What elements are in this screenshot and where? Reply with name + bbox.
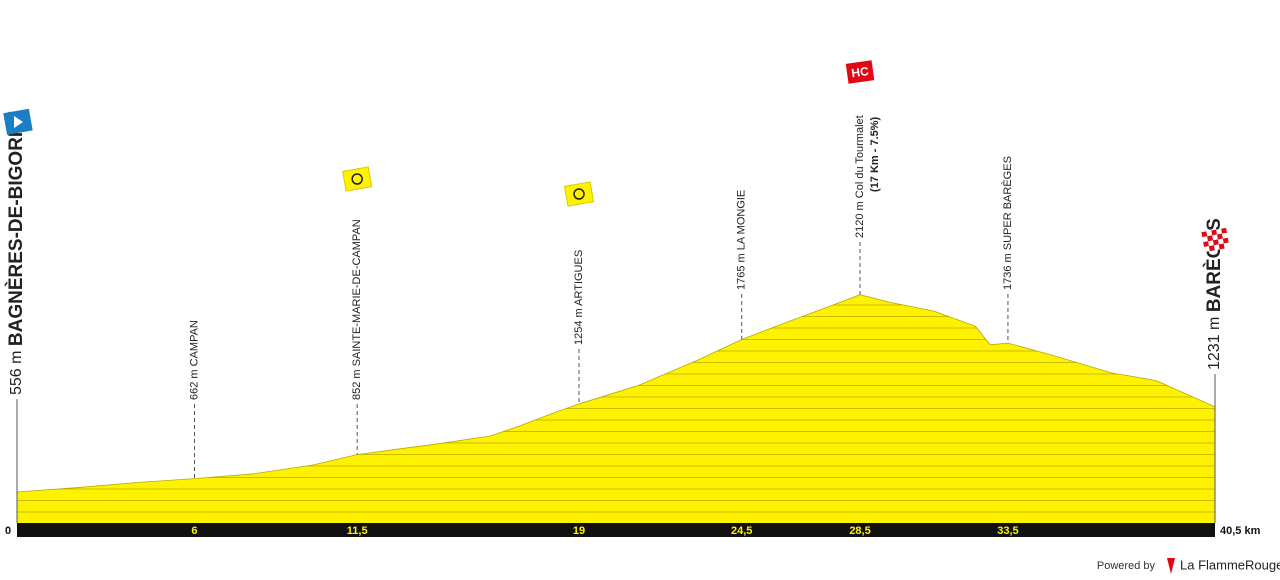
finish-square xyxy=(1206,230,1213,237)
finish-square xyxy=(1204,246,1210,252)
poi-name: Col du Tourmalet xyxy=(854,115,866,198)
finish-square xyxy=(1222,237,1229,244)
finish-square xyxy=(1223,242,1230,249)
finish-square xyxy=(1221,227,1227,234)
finish-square xyxy=(1217,238,1224,245)
poi-label: 662 m CAMPAN xyxy=(188,320,200,400)
poi-elevation: 1736 m xyxy=(1002,253,1014,290)
hc-badge xyxy=(845,60,875,84)
x-tick-label: 24,5 xyxy=(731,525,752,537)
poi-name: CAMPAN xyxy=(188,320,200,366)
x-tick-label: 33,5 xyxy=(997,525,1018,537)
brand-logo xyxy=(1167,558,1175,574)
brand-name: La FlammeRouge xyxy=(1180,557,1280,572)
x-tick-label: 19 xyxy=(573,525,585,537)
sprint-icon xyxy=(351,173,363,185)
poi-name: SUPER BARÈGES xyxy=(1001,156,1014,250)
finish-square xyxy=(1218,243,1225,250)
x-tick-label: 6 xyxy=(191,525,197,537)
poi-elevation: 1231 m xyxy=(1206,317,1223,370)
x-tick-label: 40,5 km xyxy=(1220,525,1261,537)
x-tick-label: 28,5 xyxy=(849,525,870,537)
finish-square xyxy=(1222,232,1228,239)
finish-square xyxy=(1216,228,1223,235)
sprint-flag xyxy=(563,181,595,207)
finish-square xyxy=(1207,235,1214,242)
poi-elevation: 556 m xyxy=(8,351,25,395)
finish-square xyxy=(1212,234,1218,241)
x-tick-label: 11,5 xyxy=(347,525,368,537)
finish-flag xyxy=(1201,227,1230,252)
finish-square xyxy=(1203,241,1209,248)
finish-square xyxy=(1208,245,1215,252)
poi-label: 1765 m LA MONGIE xyxy=(736,190,748,290)
powered-by: Powered by xyxy=(1097,560,1156,572)
poi-detail: (17 Km - 7.5%) xyxy=(869,116,881,192)
finish-square xyxy=(1213,244,1220,251)
sprint-flag xyxy=(342,166,373,192)
poi-elevation: 662 m xyxy=(188,369,200,400)
poi-label: 852 m SAINTE-MARIE-DE-CAMPAN xyxy=(351,219,363,400)
poi-label: 2120 m Col du Tourmalet xyxy=(854,115,866,238)
finish-square xyxy=(1208,240,1214,247)
poi-label: 556 m BAGNÈRES-DE-BIGORRE xyxy=(5,111,27,395)
poi-elevation: 1765 m xyxy=(736,253,748,290)
poi-elevation: 1254 m xyxy=(573,308,585,345)
km-bar xyxy=(17,523,1215,537)
hc-label: HC xyxy=(850,64,869,80)
finish-square xyxy=(1213,239,1219,246)
profile-edge xyxy=(16,294,1216,493)
finish-square xyxy=(1211,229,1218,236)
x-tick-label: 0 xyxy=(5,525,11,537)
poi-elevation: 2120 m xyxy=(854,201,866,238)
poi-name: ARTIGUES xyxy=(573,250,585,306)
poi-elevation: 852 m xyxy=(351,369,363,400)
finish-square xyxy=(1202,236,1209,243)
profile-stripes xyxy=(17,294,1215,523)
poi-name: LA MONGIE xyxy=(736,190,748,251)
poi-label: 1736 m SUPER BARÈGES xyxy=(1001,156,1014,290)
start-arrow xyxy=(14,116,23,128)
poi-name: SAINTE-MARIE-DE-CAMPAN xyxy=(351,219,363,366)
sprint-icon xyxy=(573,188,585,200)
finish-square xyxy=(1201,231,1208,238)
poi-label: 1254 m ARTIGUES xyxy=(573,250,585,345)
poi-name: BAGNÈRES-DE-BIGORRE xyxy=(5,111,27,346)
finish-square xyxy=(1217,233,1223,240)
